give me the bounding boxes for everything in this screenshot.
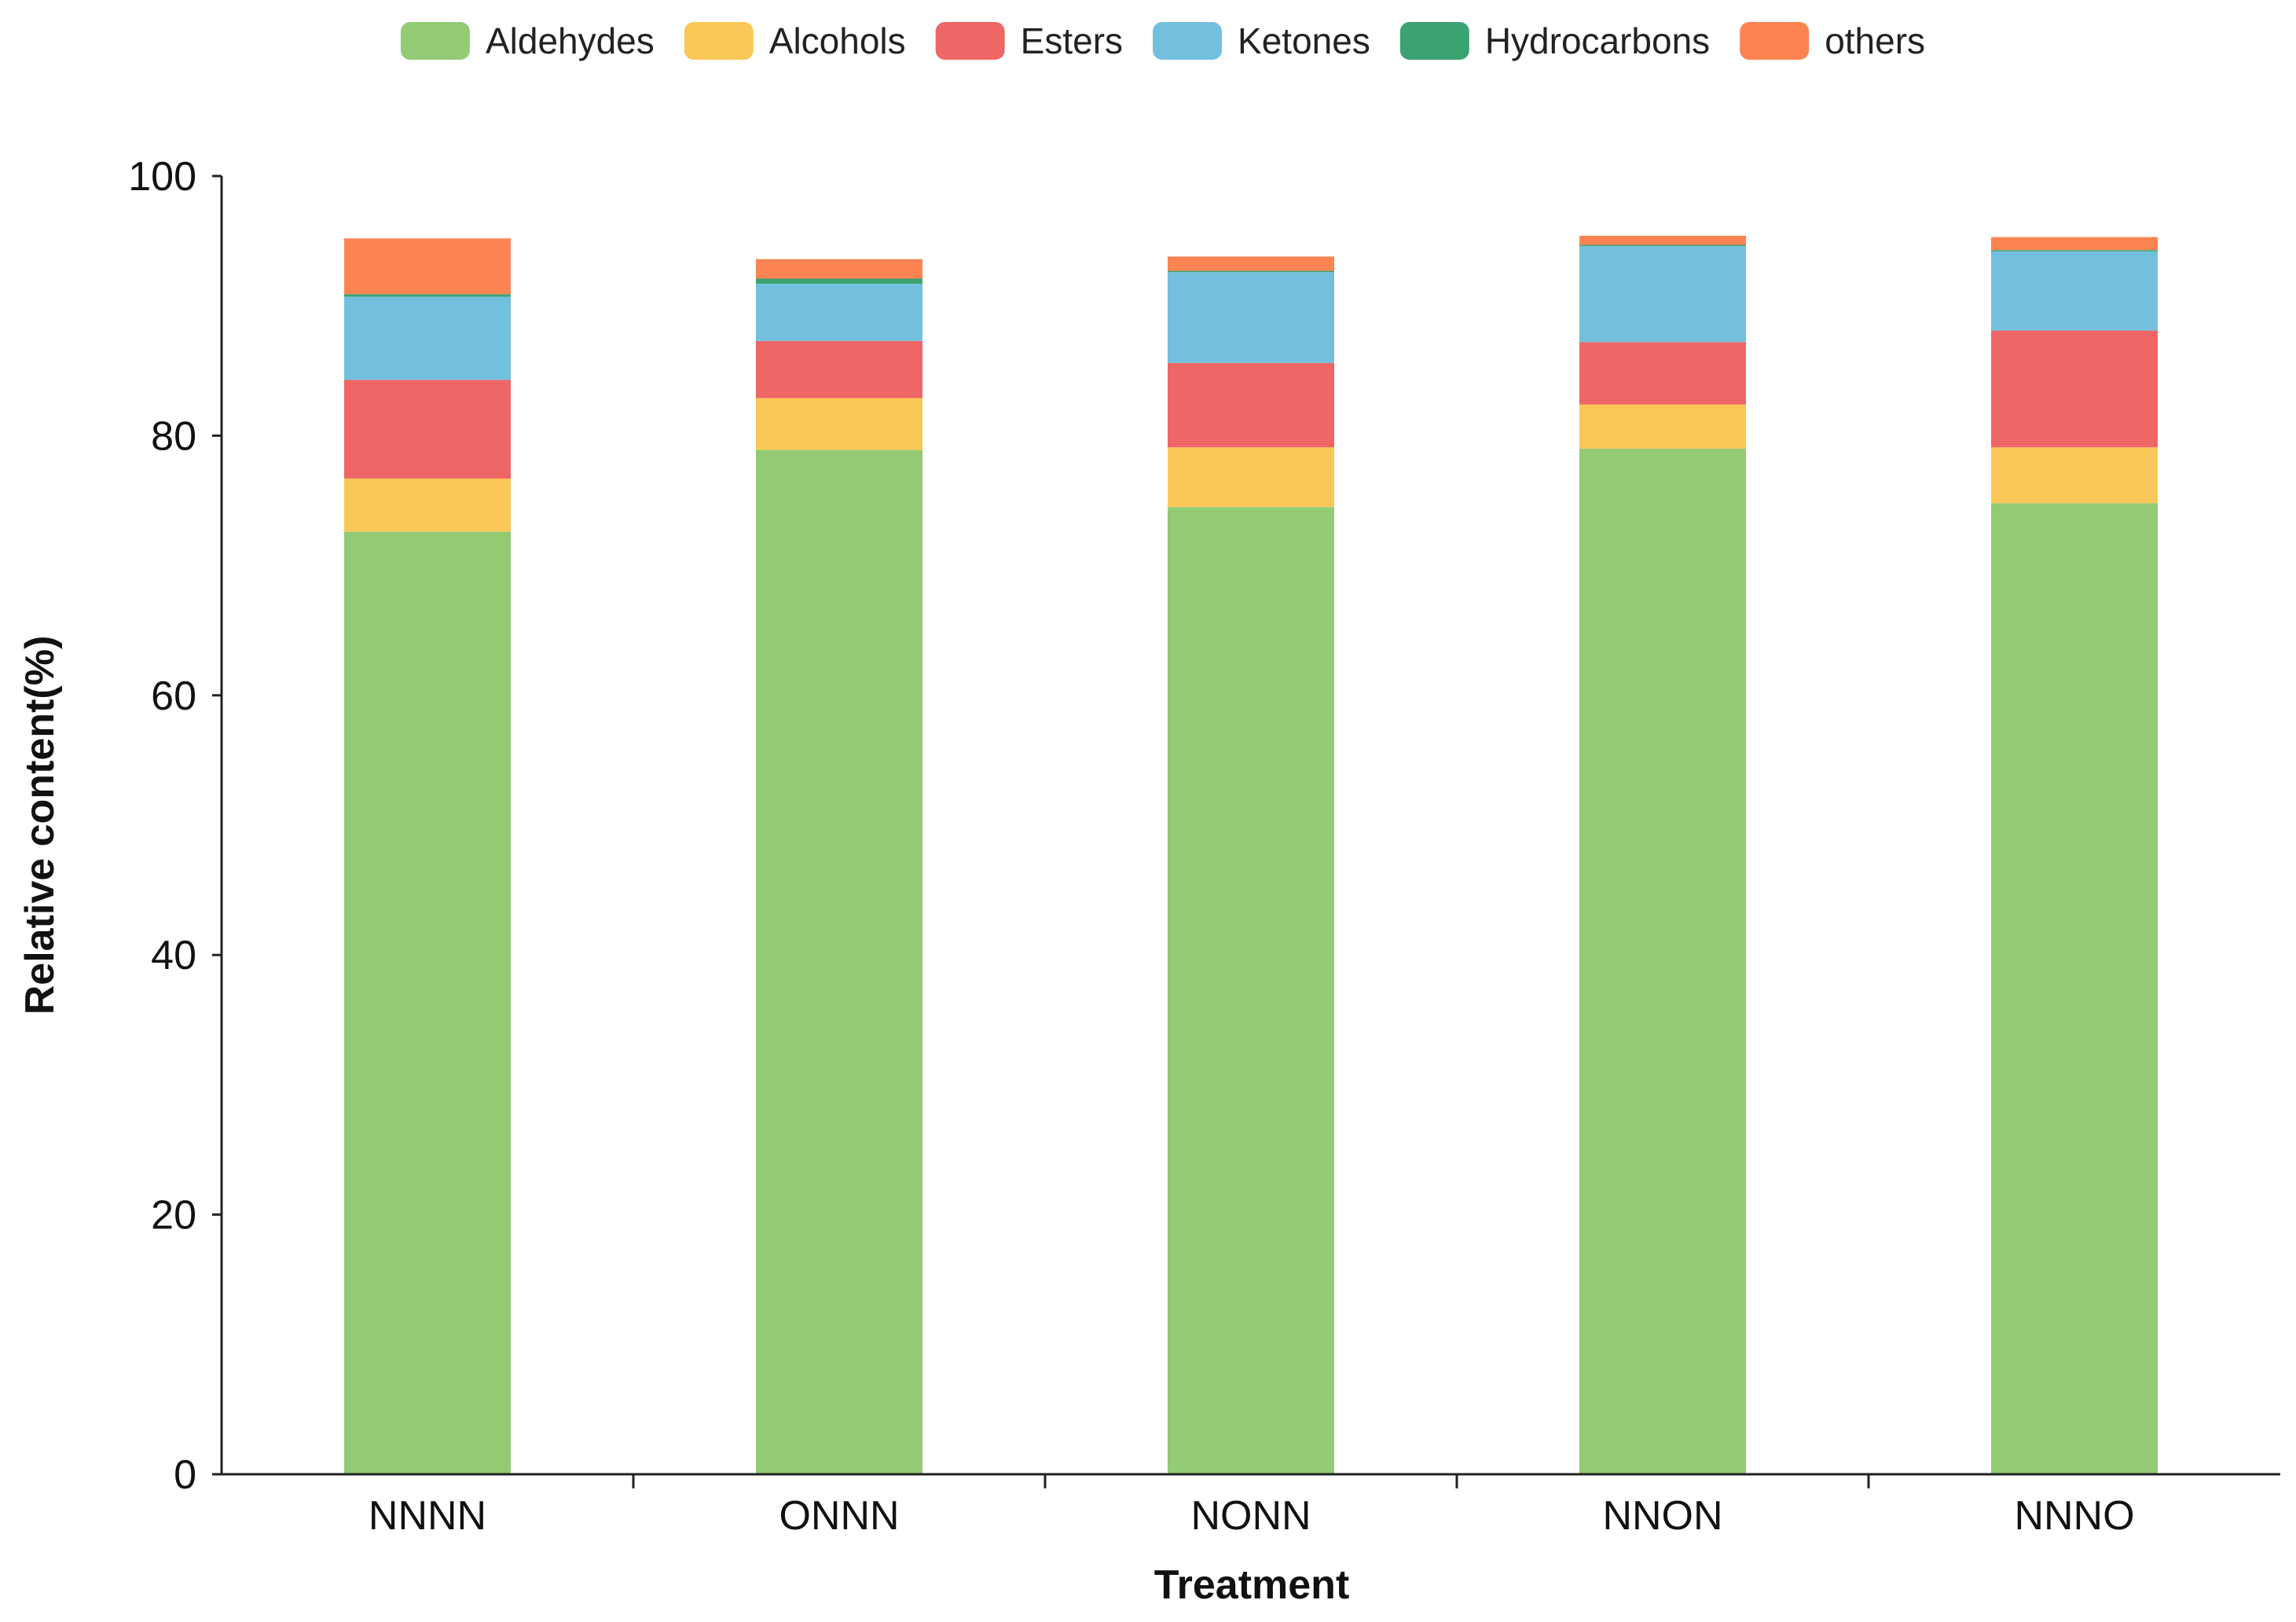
- legend-item-others[interactable]: others: [1740, 20, 1925, 61]
- y-tick-label: 80: [151, 413, 196, 459]
- bar-segment-aldehydes-nnon: [1579, 448, 1746, 1475]
- bar-segment-aldehydes-nnnn: [344, 531, 511, 1475]
- bar-segment-aldehydes-nnno: [1991, 503, 2158, 1475]
- bar-segment-esters-nnnn: [344, 380, 511, 479]
- y-axis-title: Relative content(%): [17, 636, 63, 1015]
- x-tick-label: NONN: [1190, 1493, 1311, 1539]
- legend-label: Aldehydes: [486, 20, 655, 61]
- bar-segment-ketones-nnnn: [344, 296, 511, 380]
- legend-item-hydrocarbons[interactable]: Hydrocarbons: [1399, 20, 1710, 61]
- bar-segment-alcohols-onnn: [756, 398, 922, 450]
- legend-label: others: [1825, 20, 1925, 61]
- bar-stack-nonn: [1168, 256, 1334, 1474]
- bar-segment-others-nnnn: [344, 238, 511, 295]
- bar-segment-alcohols-nnnn: [344, 478, 511, 532]
- legend-swatch: [1740, 22, 1810, 60]
- bar-segment-ketones-nnon: [1579, 246, 1746, 343]
- x-tick-label: NNON: [1602, 1493, 1722, 1539]
- legend-label: Ketones: [1238, 20, 1370, 61]
- y-tick-label: 20: [151, 1193, 196, 1239]
- legend-swatch: [935, 22, 1005, 60]
- bar-segment-hydrocarbons-nnnn: [344, 294, 511, 297]
- x-tick-label: NNNO: [2014, 1493, 2134, 1539]
- bar-stack-nnnn: [344, 238, 511, 1475]
- bars: [344, 235, 2158, 1475]
- legend-swatch: [684, 22, 754, 60]
- legend: Aldehydes Alcohols Esters Ketones Hydrocarbo…: [400, 20, 1925, 61]
- legend-swatch: [1399, 22, 1469, 60]
- y-tick-label: 40: [151, 933, 196, 978]
- legend-item-aldehydes[interactable]: Aldehydes: [400, 20, 655, 61]
- bar-segment-alcohols-nnno: [1991, 447, 2158, 504]
- bar-stack-nnon: [1579, 235, 1746, 1475]
- legend-item-alcohols[interactable]: Alcohols: [684, 20, 906, 61]
- y-tick-label: 60: [151, 673, 196, 719]
- x-tick-label: ONNN: [779, 1493, 899, 1539]
- bar-stack-nnno: [1991, 237, 2158, 1475]
- bar-segment-others-nnno: [1991, 237, 2158, 251]
- legend-swatch: [400, 22, 470, 60]
- legend-label: Hydrocarbons: [1485, 20, 1710, 61]
- bar-segment-ketones-nonn: [1168, 272, 1334, 363]
- bar-segment-esters-nonn: [1168, 362, 1334, 448]
- x-tick-label: NNNN: [369, 1493, 486, 1539]
- legend-item-ketones[interactable]: Ketones: [1153, 20, 1370, 61]
- bar-segment-alcohols-nonn: [1168, 447, 1334, 508]
- bar-segment-aldehydes-onnn: [756, 450, 922, 1474]
- bar-segment-alcohols-nnon: [1579, 404, 1746, 449]
- bar-stack-onnn: [756, 259, 922, 1474]
- bar-segment-ketones-onnn: [756, 284, 922, 341]
- bar-segment-others-nnon: [1579, 235, 1746, 245]
- bar-segment-hydrocarbons-nnno: [1991, 250, 2158, 251]
- legend-swatch: [1153, 22, 1223, 60]
- bar-segment-esters-nnon: [1579, 342, 1746, 405]
- legend-label: Alcohols: [769, 20, 906, 61]
- bar-segment-hydrocarbons-onnn: [756, 278, 922, 284]
- bar-segment-others-onnn: [756, 259, 922, 279]
- bar-segment-aldehydes-nonn: [1168, 507, 1334, 1474]
- bar-segment-esters-onnn: [756, 340, 922, 398]
- bar-segment-others-nonn: [1168, 256, 1334, 271]
- bar-segment-esters-nnno: [1991, 330, 2158, 448]
- bar-segment-hydrocarbons-nonn: [1168, 270, 1334, 273]
- bar-segment-ketones-nnno: [1991, 251, 2158, 331]
- bar-segment-hydrocarbons-nnon: [1579, 244, 1746, 247]
- y-tick-label: 100: [128, 154, 196, 200]
- x-axis-title: Treatment: [1154, 1562, 1350, 1608]
- legend-item-esters[interactable]: Esters: [935, 20, 1123, 61]
- legend-label: Esters: [1021, 20, 1123, 61]
- axes: 0 20 40 60 80 100 NNNN ONNN NONN NNON NNNO: [128, 154, 2280, 1539]
- y-tick-label: 0: [174, 1452, 196, 1498]
